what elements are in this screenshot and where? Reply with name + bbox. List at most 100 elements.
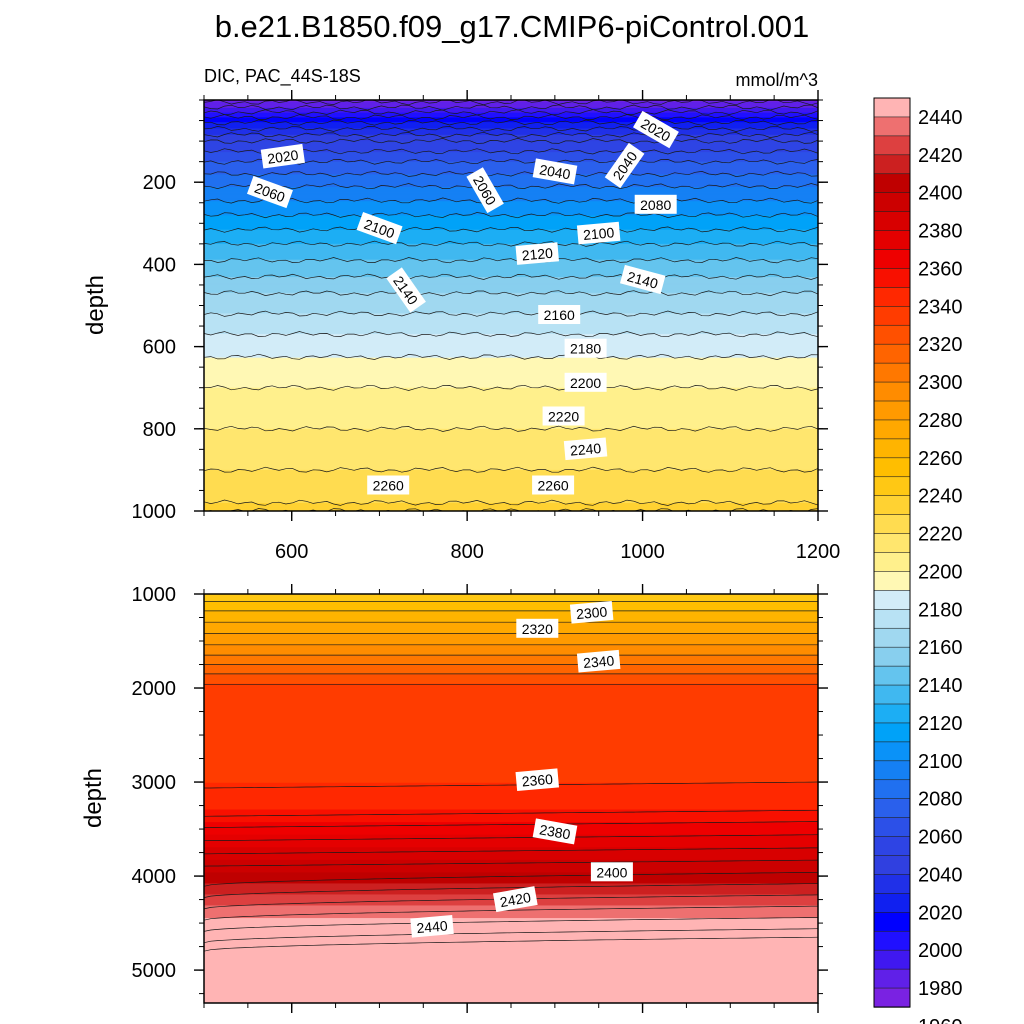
contour-band <box>204 807 818 811</box>
contour-band <box>204 267 818 270</box>
contour-band <box>204 814 818 817</box>
contour-band <box>204 359 818 362</box>
contour-band <box>204 455 818 458</box>
contour-label: 2320 <box>516 618 559 638</box>
contour-band <box>204 919 818 922</box>
colorbar-box <box>873 722 911 743</box>
contour-band <box>204 186 818 190</box>
contour-band <box>204 414 818 417</box>
contour-label-text: 2240 <box>569 440 602 459</box>
colorbar-boxes <box>873 97 911 1008</box>
contour-band <box>204 735 818 738</box>
colorbar-label: 2300 <box>918 372 963 394</box>
contour-line <box>204 104 818 111</box>
contour-band <box>204 275 818 278</box>
contour-band <box>204 870 818 874</box>
contour-band <box>204 166 818 169</box>
contour-line <box>204 257 818 264</box>
contour-line <box>204 883 818 898</box>
colorbar-box <box>873 135 911 156</box>
contour-band <box>204 204 818 207</box>
colorbar-box <box>873 306 911 326</box>
contour-label-box <box>515 242 560 265</box>
contour-band <box>204 595 818 598</box>
contour-band <box>204 878 818 881</box>
contour-band <box>204 732 818 735</box>
contour-band <box>204 185 818 188</box>
contour-band <box>204 749 818 752</box>
contour-band <box>204 141 818 144</box>
contour-band <box>204 650 818 653</box>
contour-band <box>204 620 818 623</box>
chart-title: b.e21.B1850.f09_g17.CMIP6-piControl.001 <box>215 9 810 44</box>
contour-band <box>204 443 818 446</box>
colorbar-label: 2240 <box>918 486 963 508</box>
contour-band <box>204 774 818 778</box>
contour-band <box>204 250 818 253</box>
contour-label-text: 2020 <box>266 147 299 167</box>
contour-band <box>204 874 818 877</box>
contour-band <box>204 784 818 787</box>
contour-band <box>204 908 818 911</box>
colorbar-label: 2320 <box>918 334 963 356</box>
contour-band <box>204 253 818 256</box>
colorbar-box <box>873 703 911 724</box>
contour-line <box>204 871 818 887</box>
contour-band <box>204 125 818 128</box>
contour-band <box>204 107 818 111</box>
contour-band <box>204 796 818 800</box>
contour-band <box>204 232 818 235</box>
contour-band <box>204 111 818 114</box>
contour-band <box>204 910 818 913</box>
colorbar-box <box>873 249 911 270</box>
contour-band <box>204 188 818 191</box>
colorbar-box <box>873 400 911 421</box>
contour-band <box>204 790 818 793</box>
contour-band <box>204 435 818 438</box>
contour-band <box>204 867 818 870</box>
contour-label-box <box>246 175 293 209</box>
contour-band <box>204 427 818 430</box>
contour-band <box>204 349 818 352</box>
contour-band <box>204 861 818 864</box>
contour-band <box>204 420 818 424</box>
contour-line <box>204 119 818 126</box>
contour-line <box>204 847 818 855</box>
colorbar-label: 1980 <box>918 978 963 1000</box>
contour-band <box>204 601 818 605</box>
colorbar-box <box>873 987 911 1008</box>
contour-band <box>204 147 818 150</box>
contour-band <box>204 722 818 726</box>
contour-band <box>204 785 818 789</box>
contour-band <box>204 716 818 719</box>
contour-band <box>204 606 818 609</box>
contour-band <box>204 240 818 243</box>
contour-line <box>204 183 818 190</box>
contour-band <box>204 338 818 341</box>
contour-band <box>204 430 818 433</box>
contour-label: 2260 <box>367 475 410 495</box>
contour-band <box>204 319 818 322</box>
y-tick-label: 2000 <box>132 678 177 700</box>
contour-band <box>204 156 818 160</box>
contour-line <box>204 212 818 219</box>
contour-band <box>204 793 818 796</box>
y-tick-label: 800 <box>143 419 176 441</box>
contour-band <box>204 496 818 499</box>
contour-band <box>204 296 818 299</box>
contour-band <box>204 209 818 212</box>
colorbar-box <box>873 419 911 440</box>
contour-label-box <box>410 915 454 938</box>
contour-band <box>204 160 818 163</box>
contour-band <box>204 738 818 741</box>
contour-band <box>204 326 818 329</box>
colorbar-label: 2380 <box>918 221 963 243</box>
contour-line <box>204 131 818 138</box>
contour-band <box>204 352 818 356</box>
contour-band <box>204 853 818 856</box>
contour-label: 2340 <box>576 649 621 673</box>
contour-line <box>204 226 818 233</box>
contour-band <box>204 745 818 748</box>
contour-band <box>204 726 818 729</box>
contour-band <box>204 164 818 167</box>
